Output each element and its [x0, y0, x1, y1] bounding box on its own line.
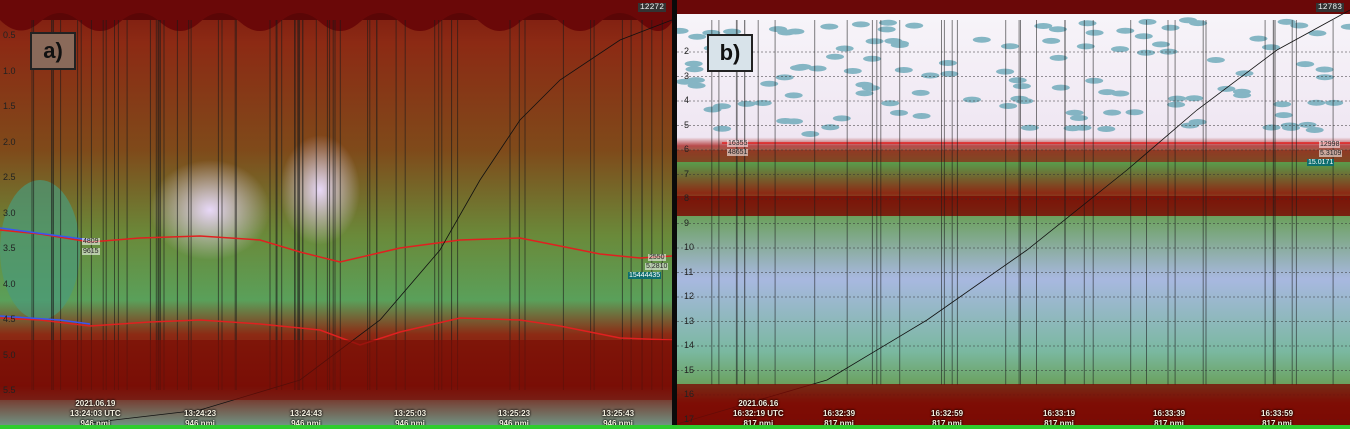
panel-a-marker-time: 13:24:43 — [290, 409, 323, 418]
panel-b-time-marker: 16:32:59 817 nmi — [931, 409, 963, 429]
panel-a-ytick: 2.5 — [3, 172, 16, 182]
panel-b-ytick: 14 — [684, 340, 695, 350]
panel-b-right-bottom: 15.0171 — [1307, 159, 1335, 166]
panel-a-time-marker: 13:24:43 946 nmi — [290, 409, 322, 429]
panel-a-marker-dist: 946 nmi — [603, 419, 633, 428]
panel-b-marker-dist: 817 nmi — [1262, 419, 1292, 428]
panel-a-ytick: 1.5 — [3, 101, 16, 111]
panel-b-ytick: 10 — [684, 242, 695, 252]
echogram-a-image — [0, 0, 672, 429]
panel-b-marker-time: 16:33:39 — [1153, 409, 1186, 418]
panel-a-ytick: 3.5 — [3, 243, 16, 253]
panel-b-ytick: 12 — [684, 291, 695, 301]
panel-b-right-mid: 5.3109 — [1319, 150, 1343, 157]
panel-b-ytick: 4 — [684, 95, 690, 105]
panel-a-marker-dist: 946 nmi — [499, 419, 529, 428]
panel-a-marker-dist: 946 nmi — [291, 419, 321, 428]
panel-a-right-bottom: 15444435 — [628, 272, 662, 279]
panel-b-ytick: 15 — [684, 364, 695, 375]
panel-b-ytick: 5 — [684, 119, 690, 130]
panel-b-marker-dist: 817 nmi — [1154, 419, 1184, 428]
panel-a-label: a) — [30, 32, 76, 70]
panel-b-time-marker: 2021.06.16 16:32:19 UTC 817 nmi — [733, 399, 784, 429]
panel-a-time-marker: 13:25:43 946 nmi — [602, 409, 634, 429]
panel-b-ytick: 6 — [684, 144, 690, 154]
panel-b-marker-time: 16:32:39 — [823, 409, 856, 418]
panel-a-ytick: 0.5 — [3, 30, 16, 40]
echogram-b-image — [677, 0, 1350, 429]
panel-b-left-top: 16355 — [727, 140, 749, 147]
panel-a-marker-time: 13:25:43 — [602, 409, 635, 418]
panel-b-left-bottom: 48651 — [727, 149, 749, 156]
panel-divider — [672, 0, 677, 429]
panel-b-marker-date: 2021.06.16 — [738, 399, 779, 408]
panel-b-right-top: 12998 — [1319, 141, 1341, 148]
panel-a-ytick: 4.5 — [3, 314, 16, 324]
panel-a-time-marker: 13:24:23 946 nmi — [184, 409, 216, 429]
panel-a-left-bottom: 9615 — [82, 248, 100, 255]
panel-b-marker-dist: 817 nmi — [932, 419, 962, 428]
panel-a-right-mid: 5.2810 — [645, 263, 669, 270]
panel-a-ytick: 3.0 — [3, 207, 16, 218]
panel-b-ytick: 16 — [684, 389, 695, 399]
panel-b-time-marker: 16:32:39 817 nmi — [823, 409, 855, 429]
panel-b-corner-value: 12783 — [1315, 3, 1344, 12]
panel-a-ytick: 5.0 — [3, 349, 16, 360]
bottom-status-bar — [0, 425, 1350, 429]
panel-b-marker-dist: 817 nmi — [824, 419, 854, 428]
panel-a-ytick: 4.0 — [3, 278, 16, 289]
panel-b-marker-dist: 817 nmi — [1044, 419, 1074, 428]
panel-a-marker-time: 13:25:23 — [498, 409, 531, 418]
panel-a-time-marker: 2021.06.19 13:24:03 UTC 946 nmi — [70, 399, 121, 429]
panel-a-left-top: 4809 — [82, 238, 100, 245]
panel-b-ytick: 13 — [684, 315, 695, 326]
panel-a-marker-time: 13:24:03 UTC — [70, 409, 121, 418]
echogram-panel-b: b) 12783 2 3 4 5 6 7 8 9 10 11 12 13 14 15 16 17 2021.0… — [677, 0, 1350, 429]
panel-a-time-marker: 13:25:23 946 nmi — [498, 409, 530, 429]
panel-a-ytick: 1.0 — [3, 65, 16, 76]
panel-b-marker-dist: 817 nmi — [743, 419, 774, 428]
panel-b-ytick: 17 — [684, 413, 695, 424]
panel-a-marker-time: 13:24:23 — [184, 409, 217, 418]
panel-a-marker-time: 13:25:03 — [394, 409, 427, 418]
panel-b-marker-time: 16:33:59 — [1261, 409, 1294, 418]
panel-b-ytick: 3 — [684, 70, 690, 81]
panel-b-ytick: 9 — [684, 217, 690, 228]
panel-b-marker-time: 16:32:19 UTC — [733, 409, 784, 418]
panel-b-marker-time: 16:33:19 — [1043, 409, 1076, 418]
panel-b-ytick: 2 — [684, 46, 690, 56]
panel-b-time-marker: 16:33:19 817 nmi — [1043, 409, 1075, 429]
panel-a-marker-dist: 946 nmi — [185, 419, 215, 428]
panel-a-marker-dist: 946 nmi — [80, 419, 111, 428]
panel-a-ytick: 2.0 — [3, 136, 16, 147]
echogram-panel-a: a) 12272 0.5 1.0 1.5 2.0 2.5 3.0 3.5 4.0 4.5 5.0 5… — [0, 0, 672, 429]
panel-a-ytick: 5.5 — [3, 385, 16, 395]
panel-a-corner-value: 12272 — [637, 3, 666, 12]
panel-a-marker-dist: 946 nmi — [395, 419, 425, 428]
panel-a-time-marker: 13:25:03 946 nmi — [394, 409, 426, 429]
panel-b-ytick: 8 — [684, 193, 690, 203]
panel-b-marker-time: 16:32:59 — [931, 409, 964, 418]
panel-b-ytick: 11 — [684, 266, 694, 277]
panel-a-right-top: 2550 — [648, 254, 666, 261]
panel-a-marker-date: 2021.06.19 — [75, 399, 116, 408]
panel-b-label: b) — [707, 34, 753, 72]
panel-b-time-marker: 16:33:39 817 nmi — [1153, 409, 1185, 429]
panel-b-ytick: 7 — [684, 168, 690, 179]
panel-b-time-marker: 16:33:59 817 nmi — [1261, 409, 1293, 429]
